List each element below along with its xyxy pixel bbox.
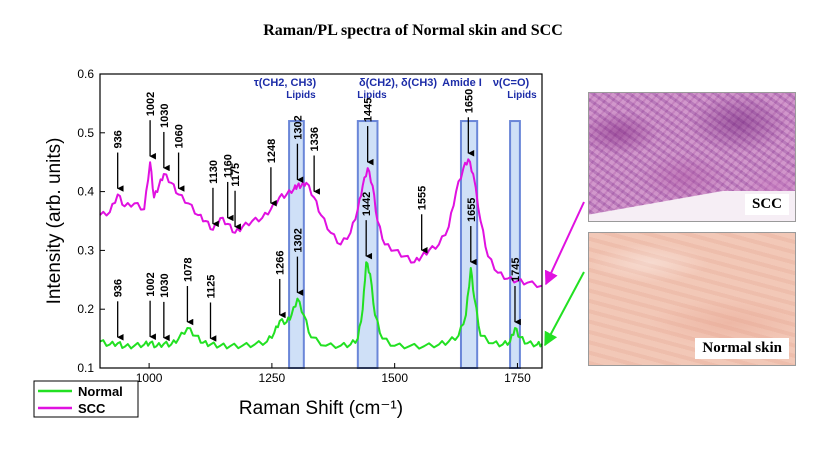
x-tick-label-1000: 1000: [136, 371, 163, 385]
scc-peak-label-936: 936: [113, 130, 125, 148]
x-axis-label: Raman Shift (cm⁻¹): [239, 398, 403, 419]
band-label-1: δ(CH2), δ(CH3): [359, 77, 437, 89]
y-tick-label-0.5: 0.5: [77, 126, 94, 140]
band-sublabel-1: Lipids: [357, 90, 387, 101]
normal-peak-label-1125: 1125: [206, 275, 218, 299]
normal-peak-label-936: 936: [113, 279, 125, 297]
y-axis-label: Intensity (arb. units): [44, 138, 65, 305]
normal-peak-label-1030: 1030: [159, 273, 171, 297]
x-tick-label-1750: 1750: [504, 371, 531, 385]
scc-histology-image: SCC: [588, 92, 796, 222]
scc-peak-label-1302: 1302: [292, 115, 304, 139]
legend-box: [33, 380, 139, 418]
band-label-2: Amide I: [442, 77, 482, 89]
scc-image-label: SCC: [744, 194, 789, 215]
normal-peak-label-1302: 1302: [292, 228, 304, 252]
normal-peak-label-1078: 1078: [182, 258, 194, 282]
scc-peak-label-1650: 1650: [463, 89, 475, 113]
band-sublabel-0: Lipids: [286, 90, 316, 101]
series-line-scc: [99, 158, 543, 289]
y-tick-label-0.3: 0.3: [77, 243, 94, 257]
y-tick-label-0.6: 0.6: [77, 67, 94, 81]
scc-peak-label-1445: 1445: [363, 98, 375, 122]
normal-pointer-arrow: [544, 271, 585, 347]
band-sublabel-3: Lipids: [507, 90, 537, 101]
scc-peak-label-1175: 1175: [230, 163, 242, 187]
y-tick-label-0.1: 0.1: [77, 361, 94, 375]
plot-frame: [99, 73, 543, 369]
scc-pointer-arrow: [544, 201, 585, 286]
scc-peak-label-1160: 1160: [223, 154, 235, 178]
normal-skin-histology-image: Normal skin: [588, 232, 796, 366]
normal-peak-label-1745: 1745: [510, 258, 522, 282]
scc-peak-label-1002: 1002: [145, 92, 157, 116]
scc-peak-label-1060: 1060: [174, 124, 186, 148]
x-tick-label-1250: 1250: [259, 371, 286, 385]
normal-peak-label-1442: 1442: [361, 192, 373, 216]
band-label-0: τ(CH2, CH3): [254, 77, 317, 89]
legend-label-normal: Normal: [78, 384, 123, 399]
normal-peak-label-1002: 1002: [145, 272, 157, 296]
y-tick-label-0.4: 0.4: [77, 185, 94, 199]
band-label-3: ν(C=O): [493, 77, 530, 89]
series-line-normal: [99, 261, 543, 350]
legend-label-scc: SCC: [78, 401, 106, 416]
normal-peak-label-1655: 1655: [466, 198, 478, 222]
normal-peak-label-1266: 1266: [275, 250, 287, 274]
scc-peak-label-1130: 1130: [208, 160, 220, 184]
chart-title: Raman/PL spectra of Normal skin and SCC: [263, 22, 563, 39]
x-tick-label-1500: 1500: [381, 371, 408, 385]
scc-peak-label-1555: 1555: [417, 186, 429, 210]
scc-peak-label-1248: 1248: [266, 139, 278, 163]
scc-peak-label-1030: 1030: [159, 103, 171, 127]
band-2: [459, 120, 479, 370]
y-tick-label-0.2: 0.2: [77, 302, 94, 316]
normal-skin-image-label: Normal skin: [695, 338, 789, 359]
scc-peak-label-1336: 1336: [309, 127, 321, 151]
